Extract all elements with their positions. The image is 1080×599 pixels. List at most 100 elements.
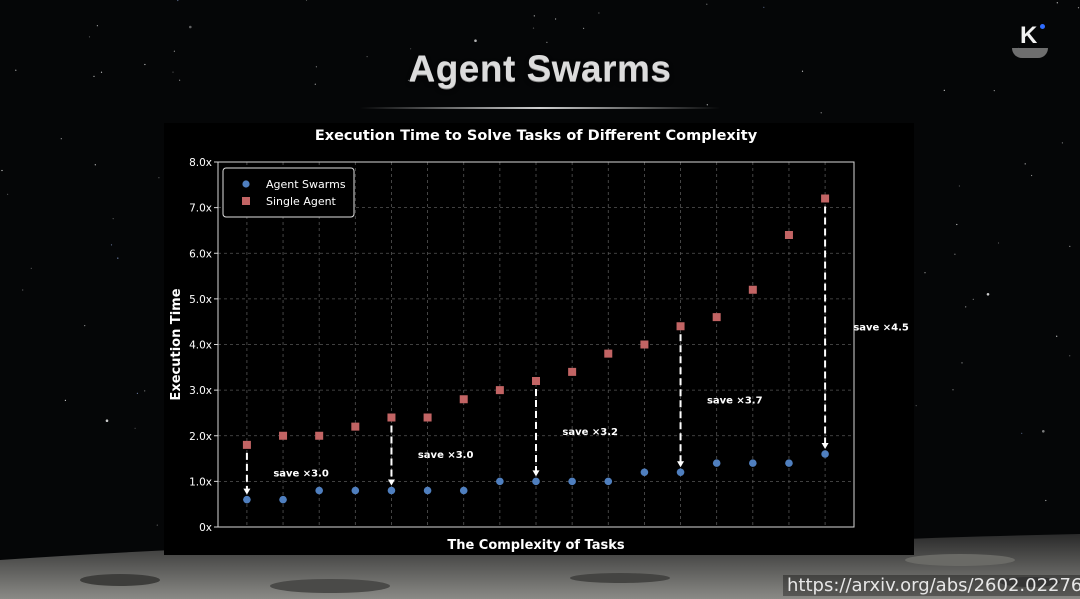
legend-swarm-label: Agent Swarms — [266, 178, 346, 191]
star — [366, 56, 368, 58]
y-tick-label: 7.0x — [189, 203, 212, 215]
single-agent-point — [387, 413, 396, 422]
star — [144, 390, 146, 392]
star — [1056, 2, 1058, 4]
star — [60, 138, 62, 140]
star — [924, 272, 926, 274]
star — [452, 61, 454, 63]
star — [801, 70, 804, 72]
star — [172, 71, 174, 73]
single-agent-point — [242, 440, 251, 449]
y-tick-label: 8.0x — [189, 157, 212, 169]
single-agent-point — [568, 367, 577, 376]
star — [943, 89, 945, 91]
star — [546, 41, 548, 44]
agent-swarm-point — [532, 477, 540, 486]
star — [410, 48, 412, 50]
legend-single-marker — [242, 197, 250, 205]
single-agent-point — [712, 313, 721, 322]
star — [22, 289, 24, 291]
x-axis-label: The Complexity of Tasks — [447, 538, 625, 553]
star — [407, 79, 410, 81]
agent-swarm-point — [712, 459, 721, 467]
star — [1024, 163, 1026, 165]
slide-title: Agent Swarms — [408, 48, 672, 89]
star — [144, 63, 146, 66]
star — [763, 6, 765, 8]
agent-swarm-point — [604, 477, 613, 486]
star — [96, 25, 98, 27]
star — [993, 90, 995, 92]
star — [64, 399, 66, 401]
source-url: https://arxiv.org/abs/2602.02276 — [783, 575, 1080, 596]
single-agent-point — [279, 431, 288, 440]
star — [583, 27, 585, 29]
star — [1061, 142, 1063, 144]
star — [965, 306, 967, 308]
star — [954, 253, 956, 255]
star — [177, 0, 179, 2]
star — [179, 79, 181, 81]
star — [533, 15, 535, 17]
save-arrow-head — [387, 479, 395, 486]
star — [1077, 7, 1080, 9]
save-arrow-head — [821, 443, 829, 449]
agent-swarm-point — [821, 450, 829, 458]
agent-swarm-point — [459, 486, 468, 495]
star — [84, 325, 86, 327]
single-agent-point — [784, 231, 793, 239]
star — [314, 83, 316, 85]
star — [315, 66, 317, 68]
chart-legend: Agent Swarms Single Agent — [222, 167, 355, 218]
star — [1031, 174, 1033, 177]
y-tick-label: 2.0x — [189, 431, 212, 443]
single-agent-point — [351, 422, 360, 431]
single-agent-point — [459, 395, 468, 404]
agent-swarm-point — [749, 459, 757, 467]
title-underline — [360, 107, 720, 109]
star — [136, 392, 138, 394]
star — [1045, 499, 1047, 502]
star — [1, 169, 3, 172]
star — [820, 112, 822, 114]
star — [110, 244, 113, 246]
agent-swarm-point — [785, 459, 793, 467]
save-annotation-label: save ×4.5 — [853, 322, 909, 333]
save-arrow-head — [243, 488, 251, 495]
logo-moon-arc — [1012, 48, 1048, 58]
chart-plot-group: Execution Time to Solve Tasks of Differe… — [169, 128, 909, 553]
star — [532, 27, 535, 29]
legend-box — [222, 167, 355, 218]
star — [997, 242, 1000, 244]
save-annotation-label: save ×3.0 — [418, 450, 474, 461]
star — [1021, 432, 1023, 434]
star — [972, 298, 974, 300]
star — [958, 185, 961, 187]
star — [915, 405, 917, 407]
agent-swarm-point — [279, 495, 287, 504]
save-annotation-label: save ×3.2 — [562, 427, 618, 438]
agent-swarm-point — [387, 486, 396, 495]
star — [189, 25, 192, 29]
star — [93, 75, 95, 77]
agent-swarm-point — [423, 486, 432, 495]
star — [117, 257, 119, 259]
star — [88, 36, 91, 38]
legend-swarm-marker — [242, 180, 250, 188]
star — [173, 50, 175, 52]
agent-swarm-point — [351, 486, 360, 495]
star — [1056, 335, 1058, 337]
single-agent-point — [748, 285, 757, 294]
star — [112, 218, 114, 220]
y-axis-label: Execution Time — [169, 288, 184, 400]
y-tick-label: 6.0x — [189, 248, 212, 260]
star — [706, 3, 708, 5]
agent-swarm-point — [243, 495, 251, 504]
star — [94, 164, 96, 166]
agent-swarm-point — [496, 477, 504, 486]
execution-time-chart: Execution Time to Solve Tasks of Differe… — [169, 128, 909, 553]
star — [134, 427, 136, 429]
agent-swarm-point — [315, 486, 323, 495]
star — [15, 69, 17, 71]
single-agent-point — [315, 431, 324, 440]
